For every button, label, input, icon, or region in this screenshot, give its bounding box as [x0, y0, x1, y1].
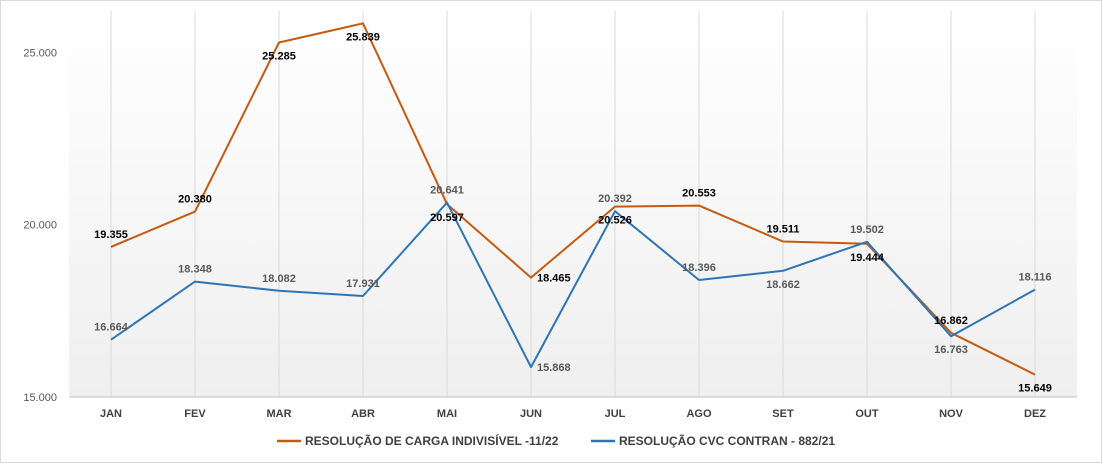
- data-label-cvc-contran-abr: 17.931: [346, 278, 380, 290]
- data-label-cvc-contran-jul: 20.392: [598, 193, 632, 205]
- data-label-cvc-contran-set: 18.662: [766, 279, 800, 291]
- data-labels: 19.355 20.380 25.285 25.839 20.597 18.465 20.5…: [94, 31, 1052, 394]
- data-label-carga-indivisivel-jun: 18.465: [537, 273, 571, 285]
- y-tick-label: 20.000: [23, 220, 57, 232]
- x-tick-label-ago: AGO: [686, 408, 712, 420]
- data-label-carga-indivisivel-jan: 19.355: [94, 229, 128, 241]
- data-label-carga-indivisivel-nov: 16.862: [934, 315, 968, 327]
- data-label-carga-indivisivel-mai: 20.597: [430, 212, 464, 224]
- data-label-cvc-contran-jan: 16.664: [94, 322, 129, 334]
- x-tick-label-out: OUT: [855, 408, 879, 420]
- x-tick-label-jan: JAN: [100, 408, 122, 420]
- data-label-cvc-contran-fev: 18.348: [178, 264, 212, 276]
- data-label-carga-indivisivel-fev: 20.380: [178, 194, 212, 206]
- data-label-carga-indivisivel-dez: 15.649: [1018, 383, 1052, 395]
- x-tick-label-dez: DEZ: [1024, 408, 1046, 420]
- series-lines: [110, 22, 1036, 376]
- data-label-carga-indivisivel-abr: 25.839: [346, 31, 380, 43]
- legend: RESOLUÇÃO DE CARGA INDIVISÍVEL -11/22 RES…: [277, 433, 835, 448]
- data-label-cvc-contran-ago: 18.396: [682, 262, 716, 274]
- legend-label-carga-indivisivel: RESOLUÇÃO DE CARGA INDIVISÍVEL -11/22: [305, 433, 559, 448]
- x-tick-label-fev: FEV: [184, 408, 206, 420]
- data-label-carga-indivisivel-set: 19.511: [766, 224, 799, 236]
- data-label-cvc-contran-mai: 20.641: [430, 185, 464, 197]
- data-label-cvc-contran-mar: 18.082: [262, 273, 296, 285]
- data-label-carga-indivisivel-out: 19.444: [850, 252, 885, 264]
- data-label-carga-indivisivel-ago: 20.553: [682, 188, 716, 200]
- data-label-cvc-contran-out: 19.502: [850, 224, 884, 236]
- plot-area: [69, 11, 1077, 397]
- data-label-cvc-contran-nov: 16.763: [934, 344, 968, 356]
- x-tick-label-mai: MAI: [437, 408, 457, 420]
- data-label-cvc-contran-dez: 18.116: [1018, 272, 1051, 284]
- x-tick-label-set: SET: [772, 408, 794, 420]
- data-label-carga-indivisivel-jul: 20.526: [598, 215, 632, 227]
- data-label-cvc-contran-jun: 15.868: [537, 362, 571, 374]
- x-tick-label-jun: JUN: [520, 408, 542, 420]
- y-tick-label: 15.000: [23, 392, 57, 404]
- legend-label-cvc-contran: RESOLUÇÃO CVC CONTRAN - 882/21: [619, 433, 835, 448]
- y-axis: 15.000 20.000 25.000: [23, 47, 57, 404]
- y-tick-label: 25.000: [23, 47, 57, 59]
- x-tick-label-nov: NOV: [939, 408, 964, 420]
- x-axis: JAN FEV MAR ABR MAI JUN JUL AGO SET OUT NOV DEZ: [69, 396, 1077, 420]
- series-line-cvc-contran: [110, 201, 1036, 369]
- x-tick-label-abr: ABR: [351, 408, 375, 420]
- x-tick-label-mar: MAR: [266, 408, 291, 420]
- data-label-carga-indivisivel-mar: 25.285: [262, 51, 296, 63]
- x-tick-label-jul: JUL: [605, 408, 626, 420]
